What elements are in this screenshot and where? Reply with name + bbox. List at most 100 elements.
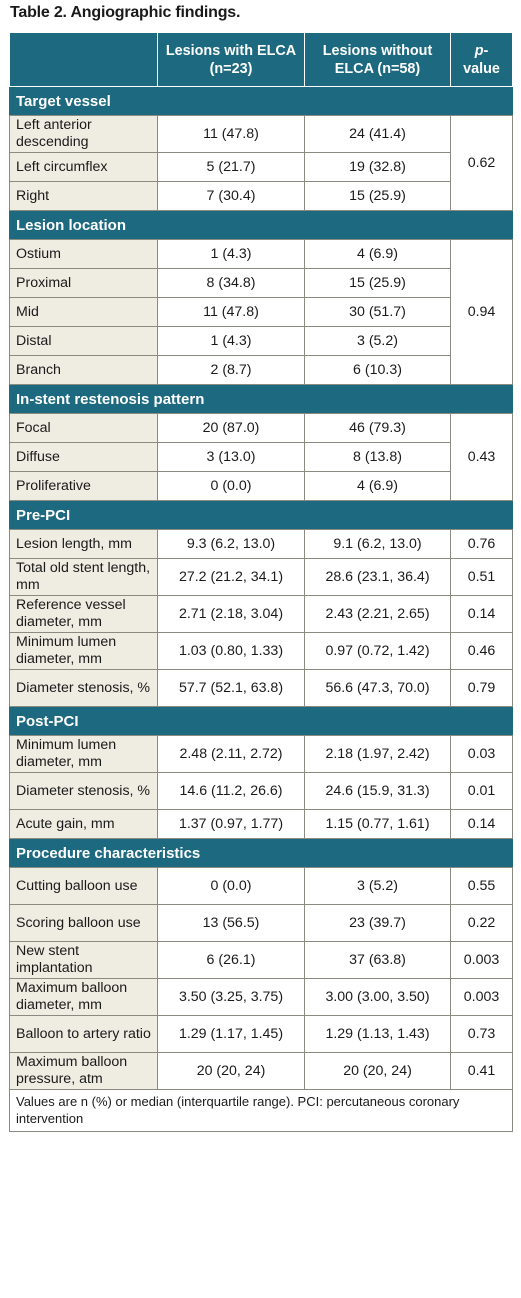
p-value: 0.51	[450, 558, 513, 596]
value-with-elca: 14.6 (11.2, 26.6)	[157, 772, 305, 810]
value-with-elca: 8 (34.8)	[157, 268, 305, 298]
value-with-elca: 27.2 (21.2, 34.1)	[157, 558, 305, 596]
value-with-elca: 0 (0.0)	[157, 471, 305, 501]
value-with-elca: 7 (30.4)	[157, 181, 305, 211]
value-without-elca: 3 (5.2)	[304, 326, 451, 356]
row-label: Acute gain, mm	[9, 809, 158, 839]
row-label: Minimum lumen diameter, mm	[9, 735, 158, 773]
section-header-row: Target vessel	[9, 86, 513, 116]
header-p-rest: -value	[463, 42, 500, 77]
row-label: Diameter stenosis, %	[9, 669, 158, 707]
table-row: Right 7 (30.4) 15 (25.9)	[9, 181, 513, 211]
value-without-elca: 28.6 (23.1, 36.4)	[304, 558, 451, 596]
p-value: 0.003	[450, 941, 513, 979]
value-with-elca: 11 (47.8)	[157, 297, 305, 327]
p-value: 0.73	[450, 1015, 513, 1053]
row-label: New stent implantation	[9, 941, 158, 979]
value-without-elca: 3 (5.2)	[304, 867, 451, 905]
table-row: Diameter stenosis, % 57.7 (52.1, 63.8) 56.…	[9, 669, 513, 707]
value-with-elca: 1 (4.3)	[157, 239, 305, 269]
row-label: Ostium	[9, 239, 158, 269]
table-row: Acute gain, mm 1.37 (0.97, 1.77) 1.15 (0.7…	[9, 809, 513, 839]
row-label: Focal	[9, 413, 158, 443]
value-with-elca: 2.48 (2.11, 2.72)	[157, 735, 305, 773]
table-row: Left circumflex 5 (21.7) 19 (32.8)	[9, 152, 513, 182]
table-row: Diameter stenosis, % 14.6 (11.2, 26.6) 24.…	[9, 772, 513, 810]
table-row: Balloon to artery ratio 1.29 (1.17, 1.45)…	[9, 1015, 513, 1053]
p-value: 0.01	[450, 772, 513, 810]
table-row: Mid 11 (47.8) 30 (51.7)	[9, 297, 513, 327]
p-value: 0.003	[450, 978, 513, 1016]
section-title: Post-PCI	[9, 706, 513, 736]
section-header-row: Procedure characteristics	[9, 838, 513, 868]
table-row: Scoring balloon use 13 (56.5) 23 (39.7) 0.2…	[9, 904, 513, 942]
value-with-elca: 2.71 (2.18, 3.04)	[157, 595, 305, 633]
section-title: Pre-PCI	[9, 500, 513, 530]
value-with-elca: 1.37 (0.97, 1.77)	[157, 809, 305, 839]
value-without-elca: 2.18 (1.97, 2.42)	[304, 735, 451, 773]
p-value: 0.14	[450, 595, 513, 633]
value-with-elca: 1.03 (0.80, 1.33)	[157, 632, 305, 670]
row-label: Minimum lumen diameter, mm	[9, 632, 158, 670]
header-without-elca: Lesions without ELCA (n=58)	[304, 32, 451, 87]
section-header-row: Pre-PCI	[9, 500, 513, 530]
value-with-elca: 11 (47.8)	[157, 115, 305, 153]
section-header-row: Lesion location	[9, 210, 513, 240]
row-label: Cutting balloon use	[9, 867, 158, 905]
value-with-elca: 5 (21.7)	[157, 152, 305, 182]
table-row: Ostium 1 (4.3) 4 (6.9) 0.94	[9, 239, 513, 385]
row-label: Diameter stenosis, %	[9, 772, 158, 810]
row-label: Reference vessel diameter, mm	[9, 595, 158, 633]
value-with-elca: 57.7 (52.1, 63.8)	[157, 669, 305, 707]
table-row: Lesion length, mm 9.3 (6.2, 13.0) 9.1 (6.2…	[9, 529, 513, 559]
value-without-elca: 20 (20, 24)	[304, 1052, 451, 1090]
section-title: In-stent restenosis pattern	[9, 384, 513, 414]
row-label: Proximal	[9, 268, 158, 298]
table-row: Maximum balloon pressure, atm 20 (20, 24)…	[9, 1052, 513, 1090]
value-without-elca: 1.29 (1.13, 1.43)	[304, 1015, 451, 1053]
table-row: Diffuse 3 (13.0) 8 (13.8)	[9, 442, 513, 472]
value-without-elca: 56.6 (47.3, 70.0)	[304, 669, 451, 707]
value-with-elca: 2 (8.7)	[157, 355, 305, 385]
value-without-elca: 23 (39.7)	[304, 904, 451, 942]
value-without-elca: 1.15 (0.77, 1.61)	[304, 809, 451, 839]
section-title: Procedure characteristics	[9, 838, 513, 868]
value-without-elca: 46 (79.3)	[304, 413, 451, 443]
section-header-row: Post-PCI	[9, 706, 513, 736]
row-label: Total old stent length, mm	[9, 558, 158, 596]
value-without-elca: 6 (10.3)	[304, 355, 451, 385]
table-container: Lesions with ELCA (n=23) Lesions without…	[9, 32, 513, 1132]
row-label: Left anterior descending	[9, 115, 158, 153]
row-label: Scoring balloon use	[9, 904, 158, 942]
row-label: Branch	[9, 355, 158, 385]
section-title: Target vessel	[9, 86, 513, 116]
value-with-elca: 1 (4.3)	[157, 326, 305, 356]
header-p-italic: p	[474, 42, 484, 59]
table-row: Proliferative 0 (0.0) 4 (6.9)	[9, 471, 513, 501]
value-without-elca: 8 (13.8)	[304, 442, 451, 472]
value-without-elca: 15 (25.9)	[304, 181, 451, 211]
header-blank-cell	[9, 32, 158, 87]
table-row: Left anterior descending 11 (47.8) 24 (41.…	[9, 115, 513, 211]
value-with-elca: 0 (0.0)	[157, 867, 305, 905]
p-value: 0.41	[450, 1052, 513, 1090]
row-label: Right	[9, 181, 158, 211]
row-label: Mid	[9, 297, 158, 327]
value-without-elca: 9.1 (6.2, 13.0)	[304, 529, 451, 559]
row-label: Distal	[9, 326, 158, 356]
angiographic-findings-table: Lesions with ELCA (n=23) Lesions without…	[9, 32, 513, 1132]
table-row: Minimum lumen diameter, mm 1.03 (0.80, 1.…	[9, 632, 513, 670]
value-without-elca: 24 (41.4)	[304, 115, 451, 153]
value-with-elca: 6 (26.1)	[157, 941, 305, 979]
row-label: Left circumflex	[9, 152, 158, 182]
value-with-elca: 13 (56.5)	[157, 904, 305, 942]
table-row: Distal 1 (4.3) 3 (5.2)	[9, 326, 513, 356]
table-title: Table 2. Angiographic findings.	[10, 4, 241, 21]
value-with-elca: 3 (13.0)	[157, 442, 305, 472]
p-value: 0.76	[450, 529, 513, 559]
table-row: Branch 2 (8.7) 6 (10.3)	[9, 355, 513, 385]
section-header-row: In-stent restenosis pattern	[9, 384, 513, 414]
table-row: Proximal 8 (34.8) 15 (25.9)	[9, 268, 513, 298]
p-value: 0.22	[450, 904, 513, 942]
p-value: 0.55	[450, 867, 513, 905]
